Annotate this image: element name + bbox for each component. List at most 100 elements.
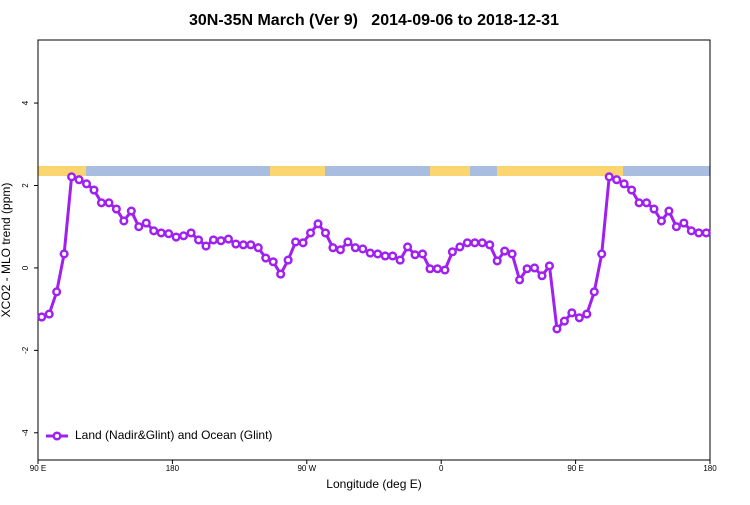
- data-point: [447, 247, 457, 257]
- ocean-strip: [38, 166, 710, 176]
- data-point: [164, 229, 174, 239]
- data-point: [656, 216, 667, 226]
- data-point: [52, 287, 62, 297]
- data-point: [283, 255, 293, 265]
- data-point: [432, 264, 443, 274]
- land-strip: [270, 166, 325, 176]
- data-point: [276, 269, 286, 279]
- data-point: [567, 308, 577, 318]
- data-point: [246, 240, 256, 250]
- data-point: [455, 242, 465, 252]
- data-point: [649, 204, 659, 214]
- data-point: [462, 238, 472, 248]
- data-point: [619, 179, 629, 189]
- data-point: [59, 249, 69, 259]
- data-point: [358, 244, 368, 254]
- data-point: [679, 218, 689, 228]
- data-point: [74, 175, 84, 185]
- data-point: [328, 243, 338, 253]
- data-point: [686, 226, 696, 236]
- data-point: [179, 231, 189, 241]
- data-point: [37, 312, 47, 322]
- data-point: [141, 218, 151, 228]
- data-point: [485, 240, 495, 250]
- data-point: [544, 261, 555, 271]
- data-point: [470, 238, 480, 248]
- data-point: [522, 264, 532, 274]
- x-tick-label: 180: [166, 464, 180, 473]
- data-point: [81, 179, 92, 189]
- data-point: [425, 264, 435, 274]
- data-point: [582, 309, 592, 319]
- data-point: [268, 257, 278, 267]
- data-point: [671, 222, 681, 232]
- x-tick-label: 0: [439, 464, 444, 473]
- data-point: [701, 228, 711, 238]
- data-point: [529, 263, 540, 273]
- x-axis-label: Longitude (deg E): [326, 477, 421, 491]
- legend-marker: [52, 431, 62, 441]
- data-point: [119, 216, 129, 226]
- data-point: [208, 235, 219, 245]
- data-point: [343, 237, 353, 247]
- chart-title: 30N-35N March (Ver 9) 2014-09-06 to 2018…: [189, 12, 559, 29]
- data-point: [574, 313, 584, 323]
- y-tick-label: 4: [21, 100, 30, 105]
- data-point: [201, 241, 211, 251]
- data-point: [149, 226, 159, 236]
- data-point: [373, 249, 383, 259]
- data-point: [89, 185, 99, 195]
- y-tick-label: -2: [21, 346, 30, 354]
- data-point: [305, 228, 316, 238]
- data-point: [664, 206, 674, 216]
- data-point: [350, 243, 360, 253]
- data-point: [67, 172, 77, 182]
- plot-frame: [37, 39, 711, 461]
- data-point: [492, 256, 502, 266]
- legend-label: Land (Nadir&Glint) and Ocean (Glint): [75, 428, 272, 442]
- data-point: [335, 245, 345, 255]
- data-point: [320, 228, 331, 238]
- x-tick-label: 180: [703, 464, 717, 473]
- data-point: [44, 309, 54, 319]
- x-tick-label: 90 E: [30, 464, 46, 473]
- data-point: [298, 238, 308, 248]
- data-point: [223, 234, 233, 244]
- data-point: [313, 219, 323, 229]
- data-point: [417, 249, 428, 259]
- map-strip: [38, 166, 710, 176]
- data-point: [403, 242, 413, 252]
- data-point: [111, 204, 121, 214]
- data-point: [126, 206, 136, 216]
- data-point: [231, 239, 241, 249]
- data-point: [216, 236, 226, 246]
- data-point: [604, 172, 614, 182]
- data-point: [253, 243, 263, 253]
- data-point: [597, 249, 607, 259]
- land-strip: [430, 166, 470, 176]
- data-point: [694, 228, 704, 238]
- land-strip: [38, 166, 86, 176]
- x-tick-label: 90 E: [567, 464, 583, 473]
- data-point: [365, 248, 375, 258]
- data-point: [589, 287, 599, 297]
- data-point: [156, 228, 166, 238]
- data-point: [380, 251, 390, 261]
- y-axis-label: XCO2 - MLO trend (ppm): [0, 183, 13, 318]
- data-point: [477, 238, 487, 248]
- data-point: [261, 253, 271, 263]
- data-point: [612, 175, 622, 185]
- data-point: [96, 198, 107, 208]
- land-strip: [497, 166, 623, 176]
- y-tick-label: -4: [21, 429, 30, 437]
- data-point: [291, 237, 301, 247]
- data-point: [186, 228, 196, 238]
- data-point: [500, 246, 510, 256]
- data-point: [627, 185, 637, 195]
- data-point: [395, 255, 405, 265]
- data-point: [440, 265, 450, 275]
- y-tick-label: 2: [21, 183, 30, 188]
- data-point: [410, 250, 420, 260]
- y-tick-label: 0: [21, 265, 30, 270]
